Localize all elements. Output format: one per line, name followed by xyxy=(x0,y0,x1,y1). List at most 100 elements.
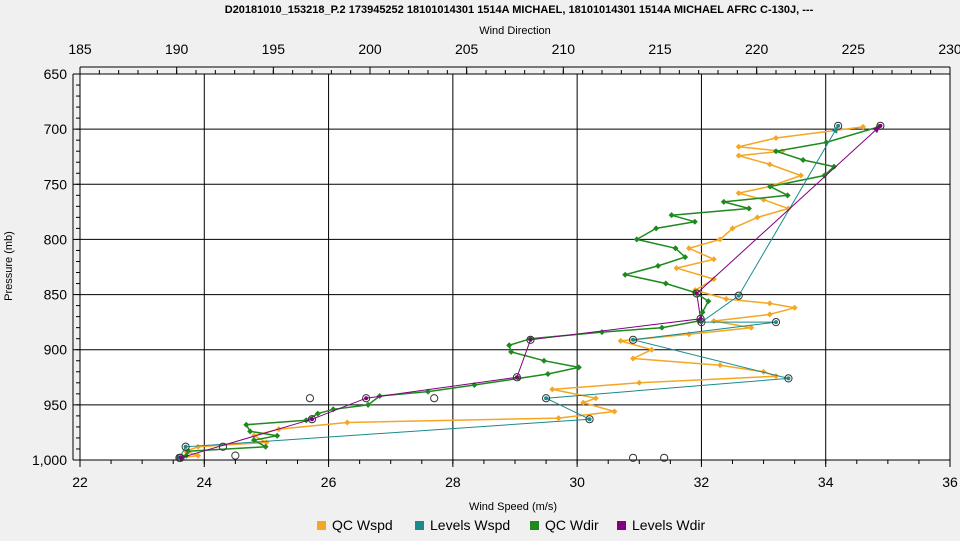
level-point xyxy=(694,291,699,296)
data-point xyxy=(195,443,202,450)
left-tick-label: 650 xyxy=(44,66,68,82)
legend-label: Levels Wspd xyxy=(430,517,510,533)
data-point xyxy=(766,311,773,318)
level-point xyxy=(310,417,314,422)
series-arrowhead xyxy=(831,125,839,134)
level-point xyxy=(587,417,592,422)
data-point xyxy=(506,342,513,349)
level-point xyxy=(774,320,778,325)
data-point xyxy=(549,386,556,393)
data-point xyxy=(682,254,689,261)
bottom-axis-title: Wind Speed (m/s) xyxy=(469,501,557,513)
data-point xyxy=(617,337,624,344)
bottom-tick-label: 24 xyxy=(196,474,212,490)
data-point xyxy=(831,163,837,170)
open-circle-marker xyxy=(660,453,669,462)
data-point xyxy=(592,395,599,402)
level-point-outline xyxy=(526,335,535,344)
data-point xyxy=(636,379,643,386)
data-point xyxy=(797,172,804,179)
open-circle-marker xyxy=(218,442,228,451)
legend-swatch xyxy=(617,521,626,530)
open-circle-marker xyxy=(231,451,240,460)
data-point xyxy=(262,443,269,450)
data-point xyxy=(630,355,637,362)
data-point xyxy=(754,214,761,221)
data-point xyxy=(735,152,742,159)
data-point xyxy=(791,304,798,311)
data-point xyxy=(705,298,712,305)
data-point xyxy=(580,399,587,406)
level-point xyxy=(514,375,519,380)
data-point xyxy=(729,225,736,232)
bottom-tick-label: 26 xyxy=(321,474,337,490)
data-point xyxy=(672,245,679,252)
level-point xyxy=(544,396,549,401)
data-point xyxy=(773,134,779,141)
top-tick-label: 200 xyxy=(358,41,382,57)
bottom-tick-label: 34 xyxy=(818,474,834,490)
data-point xyxy=(662,280,669,287)
level-point-outline xyxy=(876,121,885,130)
top-tick-label: 205 xyxy=(455,41,479,57)
data-point xyxy=(365,401,372,408)
data-point xyxy=(633,236,640,243)
data-point xyxy=(748,324,755,331)
series-line xyxy=(185,126,879,456)
level-point xyxy=(178,455,183,460)
data-point xyxy=(653,225,660,232)
top-tick-label: 185 xyxy=(68,41,92,57)
bottom-axis-ticks: 22 24 26 28 30 32 34 36 xyxy=(72,460,958,490)
level-point-outline xyxy=(628,335,638,344)
data-point xyxy=(784,192,791,199)
bottom-tick-label: 36 xyxy=(942,474,958,490)
data-point xyxy=(344,419,351,426)
level-point xyxy=(631,337,636,342)
top-axis-title: Wind Direction xyxy=(479,25,551,37)
left-tick-label: 700 xyxy=(44,121,68,137)
data-point xyxy=(673,265,680,272)
top-tick-label: 230 xyxy=(938,41,960,57)
top-axis-ticks: 185 190 195 200 205 210 215 220 225 230 xyxy=(68,41,960,74)
level-point-outline xyxy=(307,415,317,424)
data-point xyxy=(544,370,551,377)
level-point xyxy=(698,316,703,321)
level-point-outline xyxy=(362,394,371,403)
data-point xyxy=(800,157,807,164)
data-point xyxy=(555,415,562,422)
top-tick-label: 215 xyxy=(648,41,672,57)
level-point-outline xyxy=(784,374,793,383)
level-point xyxy=(736,293,741,298)
level-point-outline xyxy=(541,394,551,403)
series-arrowhead xyxy=(872,125,881,134)
data-point xyxy=(655,262,662,269)
y-axis-title: Pressure (mb) xyxy=(3,231,15,301)
data-point xyxy=(717,362,724,369)
series-line xyxy=(180,125,881,459)
bottom-tick-label: 28 xyxy=(445,474,461,490)
open-circle-marker xyxy=(628,453,638,462)
data-point xyxy=(767,183,774,190)
data-point xyxy=(860,123,866,130)
data-point xyxy=(735,190,742,197)
level-point-outline xyxy=(734,291,743,300)
level-point xyxy=(786,376,791,381)
series-line xyxy=(178,125,839,459)
series-qc-wdir xyxy=(183,123,882,459)
legend: QC Wspd Levels Wspd QC Wdir Levels Wdir xyxy=(317,517,705,533)
data-point xyxy=(247,428,254,435)
data-point xyxy=(575,364,582,371)
data-point xyxy=(274,432,281,439)
top-tick-label: 225 xyxy=(842,41,866,57)
legend-swatch xyxy=(415,521,424,530)
data-point xyxy=(717,236,724,243)
data-point xyxy=(185,448,192,455)
data-point xyxy=(622,271,629,278)
series-line xyxy=(179,126,864,459)
data-point xyxy=(314,410,321,417)
data-point xyxy=(658,324,665,331)
level-point xyxy=(364,396,369,401)
data-point xyxy=(195,452,202,459)
level-point-outline xyxy=(512,373,522,382)
left-tick-label: 750 xyxy=(44,176,68,192)
